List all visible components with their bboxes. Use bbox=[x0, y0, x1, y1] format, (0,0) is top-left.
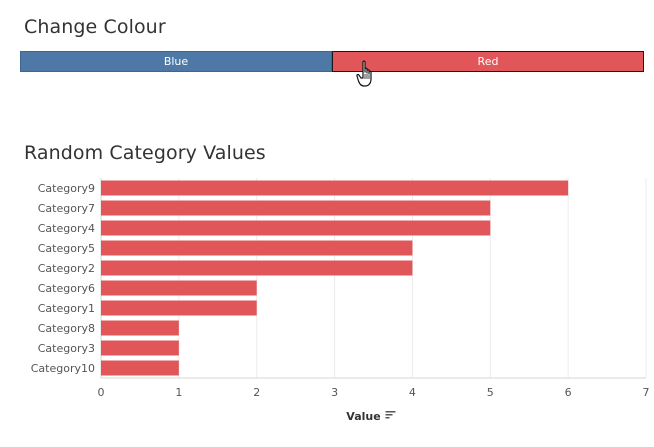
bar bbox=[101, 300, 257, 316]
bar bbox=[101, 240, 413, 256]
sort-descending-icon[interactable] bbox=[385, 411, 396, 419]
change-colour-title: Change Colour bbox=[24, 16, 166, 38]
red-button[interactable]: Red bbox=[332, 51, 644, 72]
x-tick-label: 3 bbox=[331, 386, 338, 399]
bar bbox=[101, 200, 491, 216]
x-tick-label: 7 bbox=[643, 386, 650, 399]
chart-title: Random Category Values bbox=[24, 142, 266, 164]
blue-button-label: Blue bbox=[163, 55, 189, 68]
x-tick-label: 0 bbox=[98, 386, 105, 399]
x-tick-label: 1 bbox=[175, 386, 182, 399]
hand-cursor-icon bbox=[356, 60, 372, 87]
x-tick-label: 4 bbox=[409, 386, 416, 399]
bar bbox=[101, 320, 179, 336]
category-label: Category5 bbox=[38, 242, 95, 255]
bar bbox=[101, 260, 413, 276]
bar bbox=[101, 280, 257, 296]
bar bbox=[101, 340, 179, 356]
bar bbox=[101, 180, 569, 196]
category-label: Category4 bbox=[38, 222, 95, 235]
category-label: Category7 bbox=[38, 202, 95, 215]
x-tick-label: 2 bbox=[253, 386, 260, 399]
x-axis-title: Value bbox=[346, 410, 380, 423]
category-label: Category10 bbox=[31, 362, 95, 375]
category-label: Category8 bbox=[38, 322, 95, 335]
category-label: Category1 bbox=[38, 302, 95, 315]
red-button-label: Red bbox=[477, 55, 499, 68]
category-label: Category9 bbox=[38, 182, 95, 195]
bar bbox=[101, 360, 179, 376]
category-label: Category3 bbox=[38, 342, 95, 355]
bar bbox=[101, 220, 491, 236]
blue-button[interactable]: Blue bbox=[20, 51, 332, 72]
category-label: Category6 bbox=[38, 282, 95, 295]
x-tick-label: 5 bbox=[487, 386, 494, 399]
x-tick-label: 6 bbox=[565, 386, 572, 399]
colour-toggle: Blue Red bbox=[20, 51, 644, 72]
category-label: Category2 bbox=[38, 262, 95, 275]
